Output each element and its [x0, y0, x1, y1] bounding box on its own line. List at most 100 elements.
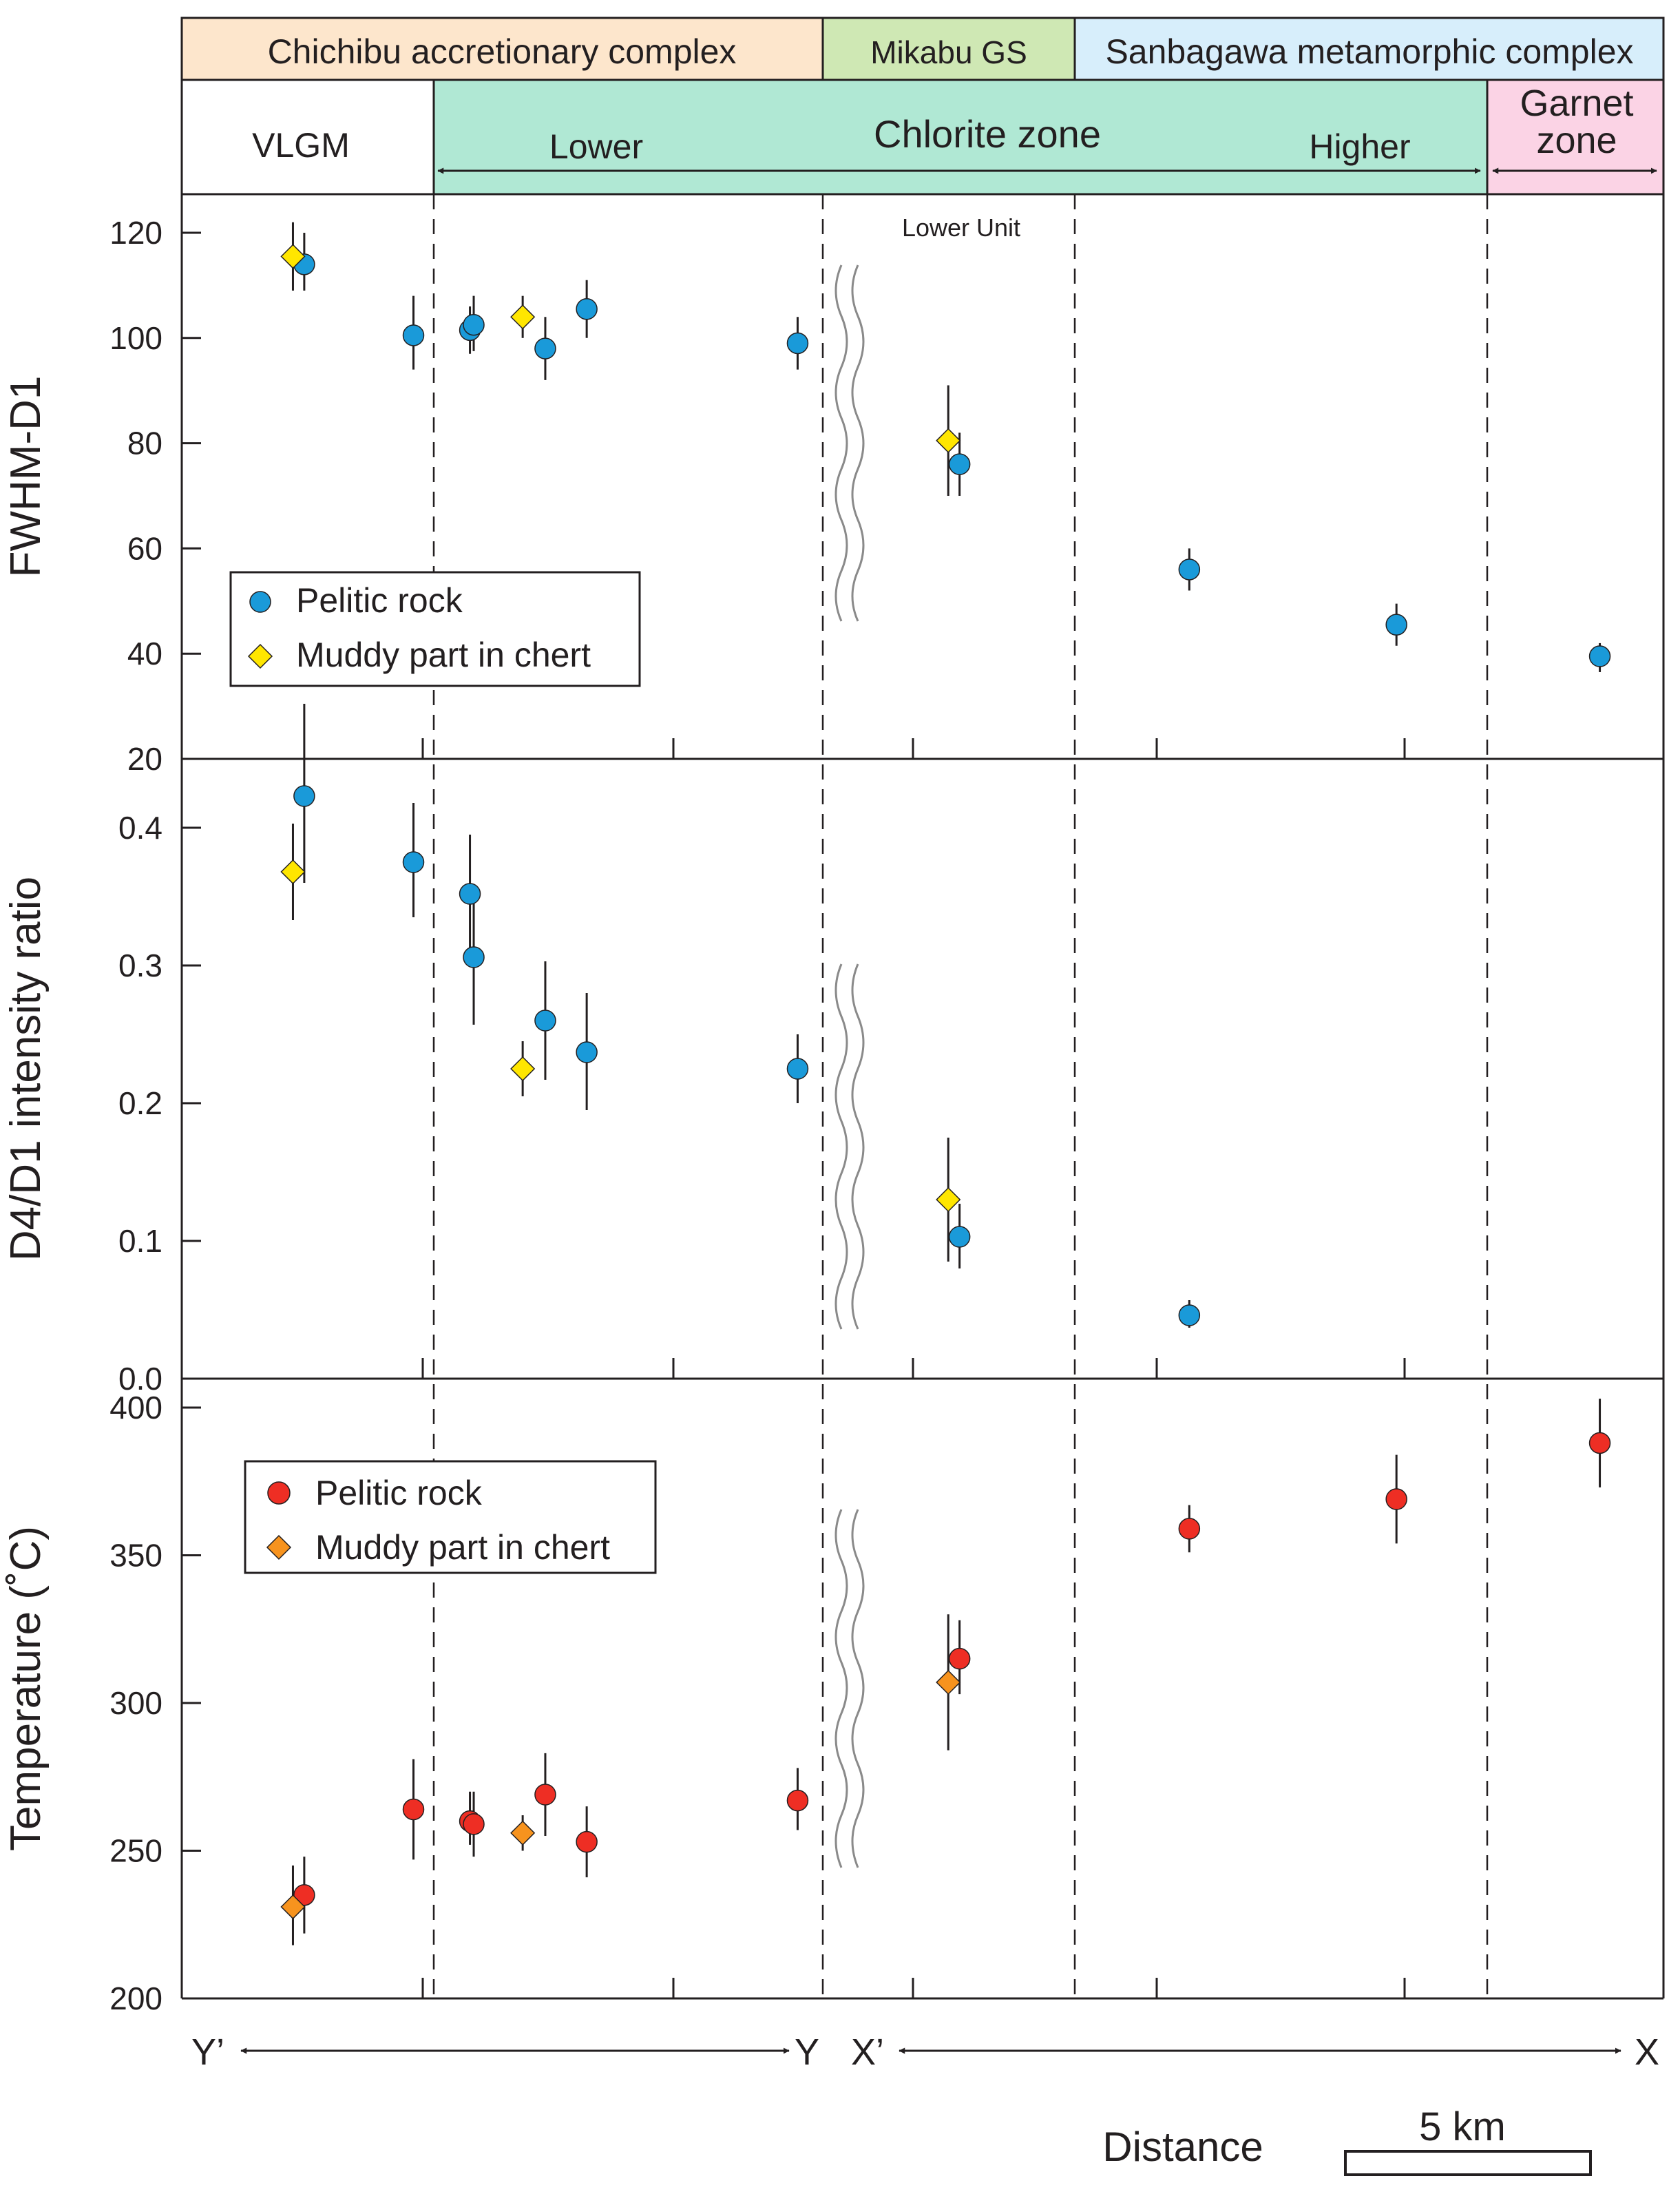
- y-tick-label: 40: [127, 636, 162, 671]
- points-layer: [280, 222, 1611, 1945]
- lower-unit-label: Lower Unit: [902, 213, 1020, 242]
- legend-pelitic-rock-label: Pelitic rock: [315, 1474, 483, 1512]
- zone-chlorite-label: Chlorite zone: [874, 112, 1101, 156]
- data-point-pelitic-rock: [576, 1041, 598, 1063]
- y-axis-title: FWHM-D1: [2, 376, 50, 578]
- break-symbol: [834, 264, 848, 622]
- data-point-pelitic-rock: [1588, 1432, 1611, 1454]
- legend-pelitic-rock-marker: [267, 1481, 291, 1505]
- scale-bar: [1344, 2150, 1592, 2176]
- complex-sanbagawa-label: Sanbagawa metamorphic complex: [1105, 32, 1633, 71]
- break-symbols: [834, 264, 865, 1868]
- data-point-pelitic-rock: [459, 883, 481, 905]
- data-point-pelitic-rock: [293, 1884, 315, 1906]
- data-point-pelitic-rock: [402, 1798, 425, 1821]
- data-point-pelitic-rock: [402, 851, 425, 873]
- data-point-pelitic-rock: [948, 1226, 971, 1248]
- axes-layer: FWHM-D1 20 40 60 80 100 120 D4/D1 intensity rat…: [2, 215, 201, 2016]
- legend-pelitic-rock-label: Pelitic rock: [296, 581, 463, 620]
- data-point-pelitic-rock: [1178, 558, 1201, 581]
- band-garnet: [1486, 79, 1665, 196]
- data-point-pelitic-rock: [1385, 614, 1407, 636]
- y-tick-label: 400: [109, 1390, 162, 1425]
- y-tick-label: 0.3: [118, 948, 162, 983]
- x-ticks: [421, 738, 1406, 1998]
- data-point-pelitic-rock: [463, 946, 485, 968]
- data-point-pelitic-rock: [786, 1789, 809, 1812]
- y-tick-label: 60: [127, 530, 162, 566]
- zone-vlgm-label: VLGM: [252, 126, 350, 165]
- traverse-axis: Y’ Y X’ X Distance 5 km: [191, 2031, 1659, 2176]
- band-mikabu: [821, 17, 1076, 81]
- complex-mikabu-label: Mikabu GS: [870, 34, 1027, 70]
- complex-header: Chichibu accretionary complex Mikabu GS …: [180, 17, 1665, 81]
- zone-higher-label: Higher: [1309, 127, 1410, 166]
- scale-bar-label: 5 km: [1419, 2104, 1506, 2149]
- data-point-pelitic-rock: [534, 337, 556, 359]
- data-point-muddy-chert: [510, 1056, 536, 1082]
- break-symbol: [834, 963, 848, 1330]
- legend-muddy-chert-label: Muddy part in chert: [315, 1528, 610, 1567]
- legend-top-frame: [229, 571, 641, 687]
- y-tick-label: 0.1: [118, 1223, 162, 1259]
- break-symbol: [851, 963, 865, 1330]
- zone-garnet-label-2: zone: [1536, 120, 1617, 161]
- plot-frame: Lower Unit: [180, 194, 1665, 2000]
- data-point-muddy-chert: [280, 244, 306, 269]
- zone-lower-label: Lower: [549, 127, 643, 166]
- y-label: Y: [795, 2031, 819, 2073]
- band-vlgm: [180, 79, 435, 196]
- legend-muddy-chert-marker: [266, 1534, 292, 1560]
- y-prime-label: Y’: [191, 2031, 224, 2073]
- data-point-pelitic-rock: [463, 313, 485, 336]
- data-point-pelitic-rock: [576, 298, 598, 320]
- zone-garnet-label-1: Garnet: [1520, 83, 1633, 124]
- data-point-pelitic-rock: [576, 1830, 598, 1853]
- data-point-muddy-chert: [936, 1669, 961, 1695]
- data-point-pelitic-rock: [786, 332, 809, 355]
- data-point-pelitic-rock: [1178, 1518, 1201, 1540]
- zone-header: VLGM Lower Chlorite zone Higher Garnet z…: [180, 79, 1665, 196]
- data-point-muddy-chert: [936, 1187, 961, 1213]
- break-symbol: [834, 1509, 848, 1868]
- y-tick-label: 300: [109, 1685, 162, 1721]
- break-symbol: [851, 264, 865, 622]
- band-sanbagawa: [1073, 17, 1665, 81]
- x-label: X: [1635, 2031, 1659, 2073]
- data-point-pelitic-rock: [534, 1784, 556, 1806]
- y-tick-label: 200: [109, 1981, 162, 2016]
- y-tick-label: 0.0: [118, 1361, 162, 1397]
- legend-top: Pelitic rock Muddy part in chert: [229, 571, 641, 687]
- data-point-pelitic-rock: [1385, 1488, 1407, 1510]
- y-tick-label: 80: [127, 426, 162, 461]
- data-point-muddy-chert: [280, 1894, 306, 1920]
- band-chichibu: [180, 17, 824, 81]
- data-point-pelitic-rock: [293, 785, 315, 807]
- legend-bottom-frame: [244, 1460, 657, 1574]
- complex-chichibu-label: Chichibu accretionary complex: [268, 32, 737, 71]
- y-tick-label: 100: [109, 320, 162, 356]
- data-point-pelitic-rock: [948, 453, 971, 475]
- y-tick-label: 250: [109, 1833, 162, 1869]
- data-point-pelitic-rock: [1588, 645, 1611, 667]
- y-tick-label: 350: [109, 1538, 162, 1574]
- data-point-pelitic-rock: [1178, 1304, 1201, 1326]
- distance-label: Distance: [1102, 2124, 1263, 2170]
- band-chlorite: [432, 79, 1489, 196]
- legend-muddy-chert-label: Muddy part in chert: [296, 636, 591, 674]
- x-prime-label: X’: [851, 2031, 884, 2073]
- y-tick-label: 20: [127, 741, 162, 777]
- data-point-muddy-chert: [936, 428, 961, 453]
- legend-muddy-chert-marker: [247, 643, 273, 669]
- y-tick-label: 120: [109, 215, 162, 251]
- data-point-muddy-chert: [280, 859, 306, 885]
- y-tick-label: 0.4: [118, 810, 162, 846]
- break-symbol: [851, 1509, 865, 1868]
- y-axis-title: D4/D1 intensity ratio: [2, 877, 50, 1261]
- data-point-muddy-chert: [510, 1820, 536, 1846]
- legend-bottom: Pelitic rock Muddy part in chert: [244, 1460, 657, 1574]
- data-point-pelitic-rock: [463, 1813, 485, 1835]
- data-point-pelitic-rock: [534, 1010, 556, 1032]
- legend-pelitic-rock-marker: [249, 591, 271, 613]
